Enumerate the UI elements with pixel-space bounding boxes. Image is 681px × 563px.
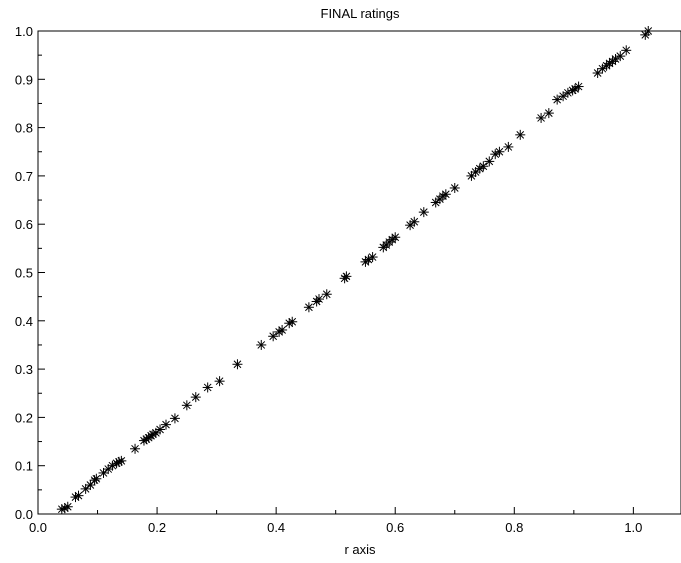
data-point — [147, 429, 158, 440]
y-tick-label: 0.6 — [15, 217, 33, 232]
axis-ticks — [37, 30, 634, 515]
data-point — [202, 382, 213, 393]
data-points — [56, 26, 654, 515]
data-point — [214, 376, 225, 387]
data-point — [494, 146, 505, 157]
x-tick-label: 1.0 — [624, 520, 642, 535]
data-point — [70, 492, 81, 503]
data-point — [478, 161, 489, 172]
data-point — [73, 490, 84, 501]
data-point — [615, 51, 626, 62]
y-tick-label: 0.1 — [15, 459, 33, 474]
data-point — [643, 26, 654, 36]
data-point — [604, 58, 615, 69]
x-tick-label: 0.2 — [148, 520, 166, 535]
data-point — [59, 503, 70, 514]
data-point — [277, 324, 288, 335]
x-tick-label: 0.4 — [267, 520, 285, 535]
data-point — [62, 501, 73, 512]
y-tick-labels: 0.0 0.1 0.2 0.3 0.4 0.5 0.6 0.7 0.8 0.9 1.0 — [15, 24, 33, 522]
x-tick-label: 0.0 — [29, 520, 47, 535]
data-point — [268, 331, 279, 342]
data-point — [85, 480, 96, 491]
data-point — [232, 359, 243, 370]
data-point — [169, 413, 180, 424]
data-point — [341, 271, 352, 282]
data-point — [418, 207, 429, 218]
x-tick-label: 0.6 — [386, 520, 404, 535]
y-tick-label: 0.7 — [15, 169, 33, 184]
plot-frame — [37, 30, 681, 515]
data-point — [484, 156, 495, 167]
chart-title: FINAL ratings — [321, 6, 400, 21]
x-axis-title: r axis — [344, 542, 376, 557]
data-point — [573, 81, 584, 92]
data-point — [405, 220, 416, 231]
data-point — [91, 473, 102, 484]
data-point — [155, 424, 166, 435]
data-point — [130, 443, 141, 454]
data-point — [190, 392, 201, 403]
data-point — [98, 467, 109, 478]
data-point — [621, 45, 632, 56]
y-tick-label: 0.8 — [15, 121, 33, 136]
data-point — [437, 191, 448, 202]
data-point — [161, 419, 172, 430]
y-tick-label: 0.5 — [15, 266, 33, 281]
data-point — [116, 455, 127, 466]
y-tick-label: 0.0 — [15, 507, 33, 522]
data-point — [515, 129, 526, 140]
data-point — [640, 29, 651, 40]
data-point — [543, 108, 554, 119]
data-point — [287, 316, 298, 327]
data-point — [390, 232, 401, 243]
data-point — [284, 318, 295, 329]
data-point — [303, 302, 314, 313]
x-tick-label: 0.8 — [505, 520, 523, 535]
data-point — [536, 112, 547, 123]
data-point — [314, 294, 325, 305]
y-tick-label: 0.3 — [15, 362, 33, 377]
data-point — [409, 216, 420, 227]
y-tick-label: 0.9 — [15, 72, 33, 87]
data-point — [274, 326, 285, 337]
data-point — [181, 400, 192, 411]
data-point — [80, 483, 91, 494]
data-point — [552, 94, 563, 105]
x-tick-labels: 0.0 0.2 0.4 0.6 0.8 1.0 — [29, 520, 642, 535]
data-point — [449, 182, 460, 193]
y-tick-label: 1.0 — [15, 24, 33, 39]
data-point — [321, 289, 332, 300]
y-tick-label: 0.4 — [15, 314, 33, 329]
data-point — [503, 141, 514, 152]
data-point — [440, 189, 451, 200]
data-point — [367, 252, 378, 263]
data-point — [256, 339, 267, 350]
y-tick-label: 0.2 — [15, 410, 33, 425]
